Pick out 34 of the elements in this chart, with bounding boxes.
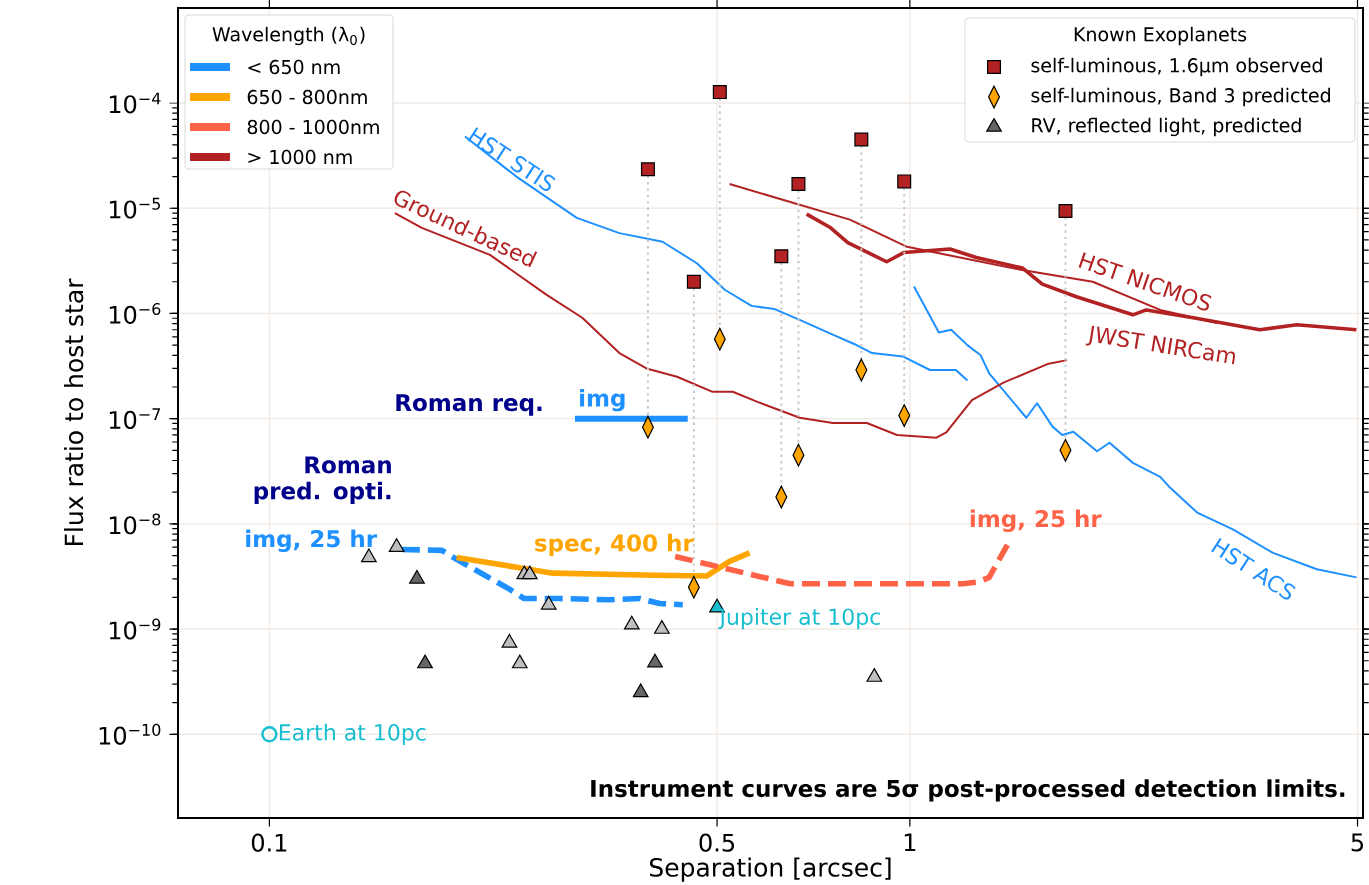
y-tick-label: 10$^{−7}$ xyxy=(109,408,161,430)
annotation: Jupiter at 10pc xyxy=(718,607,880,630)
y-tick-label: 10$^{−5}$ xyxy=(109,197,161,219)
y-tick-label: 10$^{−4}$ xyxy=(109,92,161,114)
x-tick-label: 0.5 xyxy=(699,833,735,852)
legend-label: < 650 nm xyxy=(248,59,340,75)
annotation: HST ACS xyxy=(1211,537,1296,600)
annotation: img, 25 hr xyxy=(246,529,378,553)
x-tick-label: 0.1 xyxy=(251,833,287,852)
legend-title: Wavelength (λ$_{0}$) xyxy=(212,26,365,46)
annotation: Roman req. xyxy=(396,394,542,416)
legend-label: self-luminous, Band 3 predicted xyxy=(1031,87,1330,107)
legend-label: 800 - 1000nm xyxy=(247,119,379,135)
legend-label: 650 - 800nm xyxy=(247,89,367,105)
x-axis-title: Separation [arcsec] xyxy=(650,857,891,882)
annotation: img xyxy=(580,388,625,412)
x-tick-label: 5 xyxy=(1351,833,1364,852)
legend-label: self-luminous, 1.6μm observed xyxy=(1031,57,1322,77)
annotation: HST STIS xyxy=(467,127,556,191)
annotation: Instrument curves are 5σ post-processed detection limits. xyxy=(591,779,1345,802)
annotation: spec, 400 hr xyxy=(535,533,694,557)
legend-label: RV, reflected light, predicted xyxy=(1032,117,1301,137)
x-tick-label: 1 xyxy=(904,833,916,852)
annotation: img, 25 hr xyxy=(970,509,1102,532)
y-axis-title: Flux ratio to host star xyxy=(64,278,84,546)
y-tick-label: 10$^{−10}$ xyxy=(99,723,161,745)
annotation: Known Exoplanets xyxy=(1074,26,1247,46)
annotation: Earth at 10pc xyxy=(279,723,426,745)
y-tick-label: 10$^{−6}$ xyxy=(109,302,161,324)
annotation: JWST NIRCam xyxy=(1085,325,1236,365)
y-tick-label: 10$^{−9}$ xyxy=(109,618,161,640)
legend-label: > 1000 nm xyxy=(248,149,352,165)
annotation: Roman pred. opti. xyxy=(254,456,391,504)
y-tick-label: 10$^{−8}$ xyxy=(109,513,161,535)
